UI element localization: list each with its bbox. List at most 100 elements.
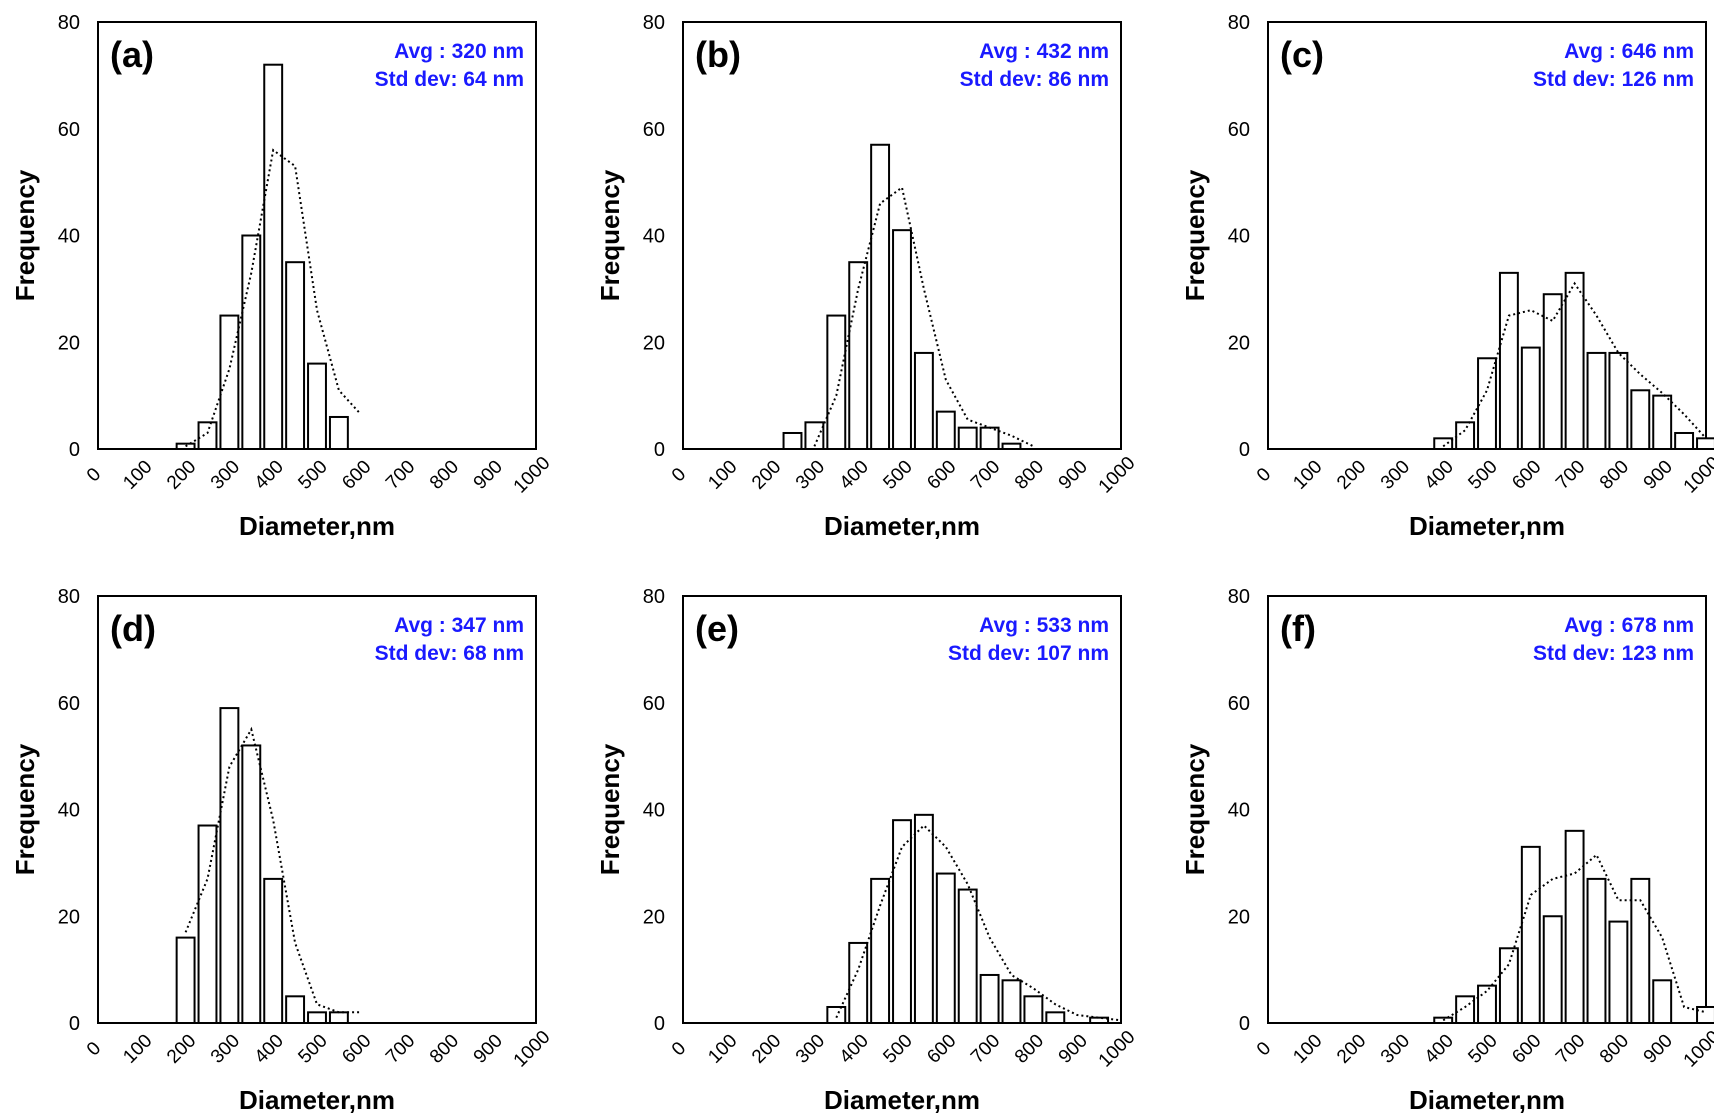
x-tick-label: 900 <box>1055 1030 1092 1067</box>
x-tick-label: 500 <box>294 456 331 493</box>
x-tick-label: 200 <box>1333 456 1370 493</box>
y-axis-title: Frequency <box>595 743 625 875</box>
y-tick-label: 0 <box>69 1013 80 1035</box>
x-tick-label: 900 <box>470 1030 507 1067</box>
histogram-bar <box>1542 915 1563 1024</box>
x-tick-label: 800 <box>1596 456 1633 493</box>
x-tick-label: 200 <box>1333 1030 1370 1067</box>
y-tick-label: 20 <box>643 332 665 354</box>
y-tick-label: 40 <box>1228 800 1250 822</box>
x-tick-label: 400 <box>836 456 873 493</box>
y-tick-label: 0 <box>69 439 80 461</box>
histogram-bar <box>328 1011 349 1025</box>
std-dev-annotation: Std dev: 68 nm <box>375 642 524 665</box>
histogram-bar <box>175 442 196 451</box>
std-dev-annotation: Std dev: 107 nm <box>948 642 1109 665</box>
x-tick-label: 400 <box>1421 1030 1458 1067</box>
histogram-bar <box>848 941 869 1024</box>
histogram-bar <box>219 314 240 450</box>
x-tick-label: 800 <box>1011 456 1048 493</box>
histogram-bar <box>1498 271 1519 450</box>
y-tick-label: 60 <box>1228 693 1250 715</box>
histogram-bar <box>197 824 218 1025</box>
trend-line <box>185 148 362 448</box>
x-tick-label: 0 <box>1253 1038 1275 1060</box>
x-tick-label: 300 <box>207 1030 244 1067</box>
histogram-bar <box>1564 829 1585 1024</box>
y-tick-label: 60 <box>58 693 80 715</box>
x-tick-label: 500 <box>879 456 916 493</box>
x-tick-label: 300 <box>792 1030 829 1067</box>
x-tick-label: 100 <box>1289 456 1326 493</box>
x-tick-label: 800 <box>1596 1030 1633 1067</box>
histogram-bar <box>285 261 306 450</box>
y-tick-label: 60 <box>643 119 665 141</box>
x-tick-label: 700 <box>382 1030 419 1067</box>
y-tick-label: 40 <box>643 800 665 822</box>
y-tick-label: 40 <box>58 800 80 822</box>
histogram-bar <box>1455 995 1476 1024</box>
x-tick-label: 600 <box>1508 456 1545 493</box>
histogram-bar <box>979 973 1000 1025</box>
histogram-bar <box>1001 442 1022 451</box>
panel-label: (c) <box>1280 34 1324 75</box>
x-tick-label: 700 <box>967 456 1004 493</box>
y-axis-title: Frequency <box>595 169 625 301</box>
x-tick-label: 900 <box>1640 456 1677 493</box>
x-tick-label: 600 <box>923 1030 960 1067</box>
x-axis-title: Diameter,nm <box>239 511 395 541</box>
panel-label: (f) <box>1280 608 1316 649</box>
std-dev-annotation: Std dev: 123 nm <box>1533 642 1694 665</box>
histogram-bar <box>1045 1011 1066 1025</box>
histogram-bar <box>307 362 327 451</box>
x-tick-label: 500 <box>1464 1030 1501 1067</box>
x-axis-title: Diameter,nm <box>239 1085 395 1115</box>
y-tick-label: 20 <box>1228 332 1250 354</box>
histogram-bar <box>1477 984 1497 1025</box>
histogram-bar <box>263 63 284 450</box>
x-tick-label: 300 <box>792 456 829 493</box>
y-tick-label: 80 <box>643 586 665 608</box>
std-dev-annotation: Std dev: 86 nm <box>960 68 1109 91</box>
x-tick-label: 100 <box>1289 1030 1326 1067</box>
y-tick-label: 80 <box>58 12 80 34</box>
histogram-bar <box>1520 845 1541 1024</box>
histogram-bar <box>913 351 934 450</box>
y-tick-label: 80 <box>643 12 665 34</box>
histogram-bar <box>1652 979 1673 1024</box>
x-axis-title: Diameter,nm <box>824 1085 980 1115</box>
x-tick-label: 600 <box>338 456 375 493</box>
average-annotation: Avg : 432 nm <box>979 40 1109 63</box>
y-tick-label: 0 <box>654 439 665 461</box>
y-tick-label: 0 <box>1239 1013 1250 1035</box>
x-tick-label: 0 <box>668 1038 690 1060</box>
x-tick-label: 100 <box>704 456 741 493</box>
histogram-bar <box>263 877 284 1025</box>
histogram-bar <box>957 888 978 1024</box>
x-tick-label: 900 <box>1640 1030 1677 1067</box>
x-tick-label: 600 <box>1508 1030 1545 1067</box>
panel-label: (b) <box>695 34 741 75</box>
histogram-bar <box>1608 351 1629 450</box>
histogram-bar <box>175 936 196 1024</box>
histogram-bar <box>848 261 869 450</box>
x-tick-label: 300 <box>1377 1030 1414 1067</box>
histogram-bar <box>870 143 891 450</box>
x-tick-label: 400 <box>1421 456 1458 493</box>
x-tick-label: 1000 <box>1095 1027 1140 1072</box>
x-tick-label: 700 <box>1552 456 1589 493</box>
x-tick-label: 200 <box>163 1030 200 1067</box>
histogram-bar <box>197 421 218 450</box>
x-tick-label: 200 <box>163 456 200 493</box>
x-tick-label: 500 <box>1464 456 1501 493</box>
x-tick-label: 800 <box>1011 1030 1048 1067</box>
y-tick-label: 80 <box>1228 586 1250 608</box>
x-tick-label: 300 <box>1377 456 1414 493</box>
histogram-bar <box>1608 920 1629 1025</box>
histogram-bar <box>1674 431 1695 450</box>
histogram-bar <box>1586 351 1607 450</box>
histogram-bar <box>1477 357 1497 451</box>
